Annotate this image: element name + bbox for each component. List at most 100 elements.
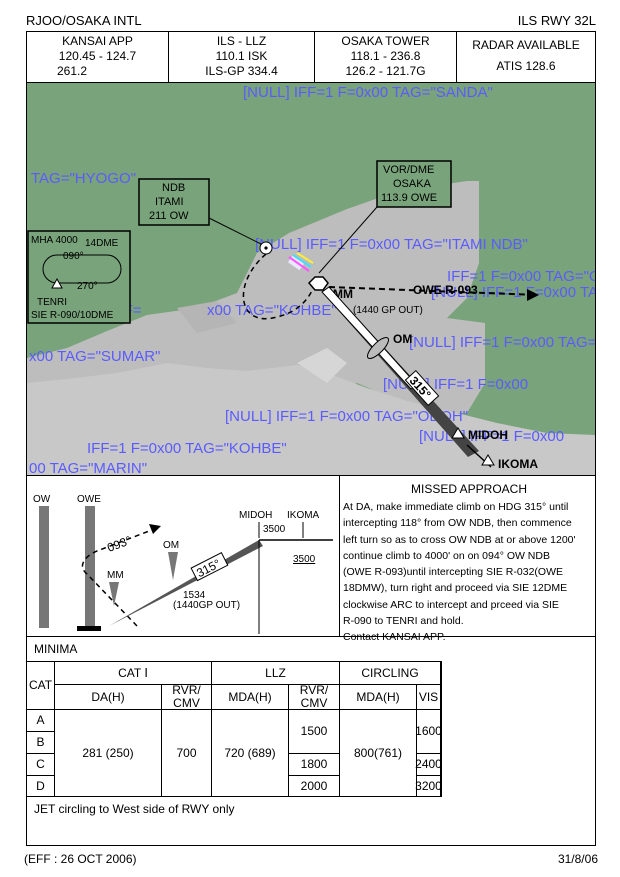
overlay-tag: [NULL] IFF=1 F=0x00 TAG="SANDA"	[243, 84, 493, 101]
overlay-tag: IFF=1 F=0x00 TAG="OSA	[447, 268, 595, 285]
procedure-turn-path	[242, 253, 315, 320]
llz-mda-value: 720 (689)	[212, 710, 289, 797]
vis-c: 2400	[415, 754, 442, 776]
mm-marker-icon	[109, 582, 119, 606]
overlay-tag: TAG="HYOGO"	[31, 170, 136, 187]
col-rvr-a: RVR/	[299, 683, 329, 697]
freq-line2: ILS-GP 334.4	[205, 64, 278, 78]
ikoma-fix-icon	[481, 454, 495, 466]
minima-title: MINIMA	[34, 642, 78, 656]
overlay-tag: [NULL] IFF=1 F=0x00 TAG="ODOH"	[225, 408, 468, 425]
vis-ab: 1600	[415, 710, 442, 754]
freq-line2: ATIS 128.6	[496, 59, 556, 73]
ndb-label-box: NDB ITAMI 211 OW	[138, 178, 264, 246]
overlay-tag: [NULL] IFF=1 F=0x00 TAG="ITAMI NDB"	[255, 236, 528, 253]
vor-label-line: 113.9 OWE	[381, 192, 437, 204]
ndb-label-line: NDB	[162, 182, 185, 194]
cat-c: C	[27, 754, 55, 776]
radial-label: OWE R-093	[413, 283, 478, 297]
owe-tower	[85, 506, 95, 628]
holding-in-course: 090°	[63, 251, 84, 262]
freq-divider	[27, 82, 595, 83]
missed-approach-path	[81, 527, 158, 627]
ow-tower	[39, 506, 49, 628]
missed-line: left turn so as to cross OW NDB at or ab…	[343, 533, 576, 546]
cat-d: D	[27, 776, 55, 797]
cat-a: A	[27, 710, 55, 732]
freq-osaka-tower: OSAKA TOWER 118.1 - 236.8 126.2 - 121.7G	[315, 32, 457, 82]
rvr-cat1-value: 700	[162, 710, 212, 797]
missed-course: 093°	[105, 533, 133, 555]
gp-out-label: (1440 GP OUT)	[353, 305, 423, 316]
holding-mha: MHA 4000	[31, 235, 78, 246]
airport-title: RJOO/OSAKA INTL	[26, 13, 142, 28]
missed-line: 18DMW), turn right and proceed via SIE 1…	[343, 582, 568, 595]
profile-ikoma: IKOMA	[287, 510, 320, 521]
col-rvr-b: CMV	[173, 696, 200, 710]
missed-arrow-icon	[149, 524, 161, 534]
da-value: 281 (250)	[55, 710, 162, 797]
overlay-tag: [NULL] IFF=1 F=0x00 TAG="MM	[431, 284, 595, 301]
holding-fix: TENRI	[37, 297, 67, 308]
ndb-label-line: 211 OW	[149, 210, 189, 222]
cat-label: CAT	[28, 678, 53, 692]
sea-area	[27, 363, 595, 475]
vis-d: 3200	[415, 776, 442, 797]
minima-note: JET circling to West side of RWY only	[34, 802, 235, 816]
freq-line1: 120.45 - 124.7	[58, 49, 137, 63]
freq-title: OSAKA TOWER	[341, 34, 430, 48]
profile-view: OW OWE 093° MM OM 315° MIDOH IKOMA 3500 …	[33, 494, 333, 634]
om-marker-icon	[168, 552, 178, 580]
ndb-label-line: ITAMI	[155, 196, 184, 208]
vor-label-line: VOR/DME	[383, 164, 434, 176]
om-marker-icon	[366, 336, 390, 360]
profile-midoh: MIDOH	[239, 510, 272, 521]
missed-line: R-090 to TENRI and hold.	[343, 615, 464, 628]
procedure-title: ILS RWY 32L	[517, 13, 596, 28]
missed-line: (OWE R-093)until intercepting SIE R-032(…	[343, 566, 563, 579]
alt-1534: 1534	[183, 590, 206, 601]
col-rvr-b: CMV	[300, 696, 328, 710]
radial-arrow-icon	[527, 289, 539, 301]
profile-divider	[27, 636, 595, 637]
missed-line: At DA, make immediate climb on HDG 315° …	[343, 501, 569, 513]
freq-line2: 261.2	[57, 64, 88, 78]
cat-b: B	[27, 732, 55, 754]
vor-label-box: VOR/DME OSAKA 113.9 OWE	[318, 160, 452, 274]
midoh-label: MIDOH	[468, 428, 508, 442]
llz-rvr-d: 2000	[289, 776, 340, 797]
freq-title: RADAR AVAILABLE	[472, 38, 580, 52]
chart-frame	[26, 31, 596, 846]
holding-radial: SIE R-090/10DME	[31, 310, 114, 321]
freq-line2: 126.2 - 121.7G	[345, 64, 426, 78]
minima-table: CAT CAT Ⅰ LLZ CIRCLING DA(H) RVR/ CMV MD…	[27, 661, 442, 797]
missed-line: clockwise ARC to intercept and prceed vi…	[343, 598, 559, 611]
col-circ-mda: MDA(H)	[340, 685, 417, 710]
map-divider	[27, 475, 595, 476]
effective-date: (EFF : 26 OCT 2006)	[24, 852, 137, 866]
profile-owe: OWE	[77, 494, 101, 505]
missed-approach-section: MISSED APPROACH At DA, make immediate cl…	[339, 476, 595, 643]
urban-patch	[297, 348, 347, 383]
holding-fix-icon	[51, 277, 63, 289]
overlay-tag: IFF=1 F=0x00 TAG="KOHBE"	[87, 440, 287, 457]
circ-mda-value: 800(761)	[340, 710, 417, 797]
freq-line1: 110.1 ISK	[215, 49, 268, 63]
col-vis: VIS	[417, 685, 441, 710]
llz-rvr-ab: 1500	[289, 710, 340, 754]
col-rvr-a: RVR/	[172, 683, 201, 697]
col-rvr-cat1: RVR/ CMV	[162, 683, 212, 710]
plan-view-map: [NULL] IFF=1 F=0x00 TAG="SANDA" TAG="HYO…	[27, 83, 595, 475]
minima-llz-header: LLZ	[212, 662, 340, 685]
minima-cat-header: CAT	[27, 662, 55, 710]
col-rvr-llz: RVR/ CMV	[289, 683, 340, 710]
missed-line: Contact KANSAI APP.	[343, 631, 446, 644]
overlay-tag: [NULL] IFF=1 F=0x00 TAG="	[409, 334, 595, 351]
freq-title: KANSAI APP	[62, 34, 133, 48]
alt-3500-ikoma: 3500	[293, 554, 316, 565]
profile-gp-out: (1440GP OUT)	[173, 600, 240, 611]
ikoma-label: IKOMA	[498, 457, 538, 471]
freq-title: ILS - LLZ	[216, 34, 267, 48]
vor-dme-icon	[307, 276, 329, 291]
overlay-tag: x00 TAG="KOHBE"	[207, 302, 337, 319]
